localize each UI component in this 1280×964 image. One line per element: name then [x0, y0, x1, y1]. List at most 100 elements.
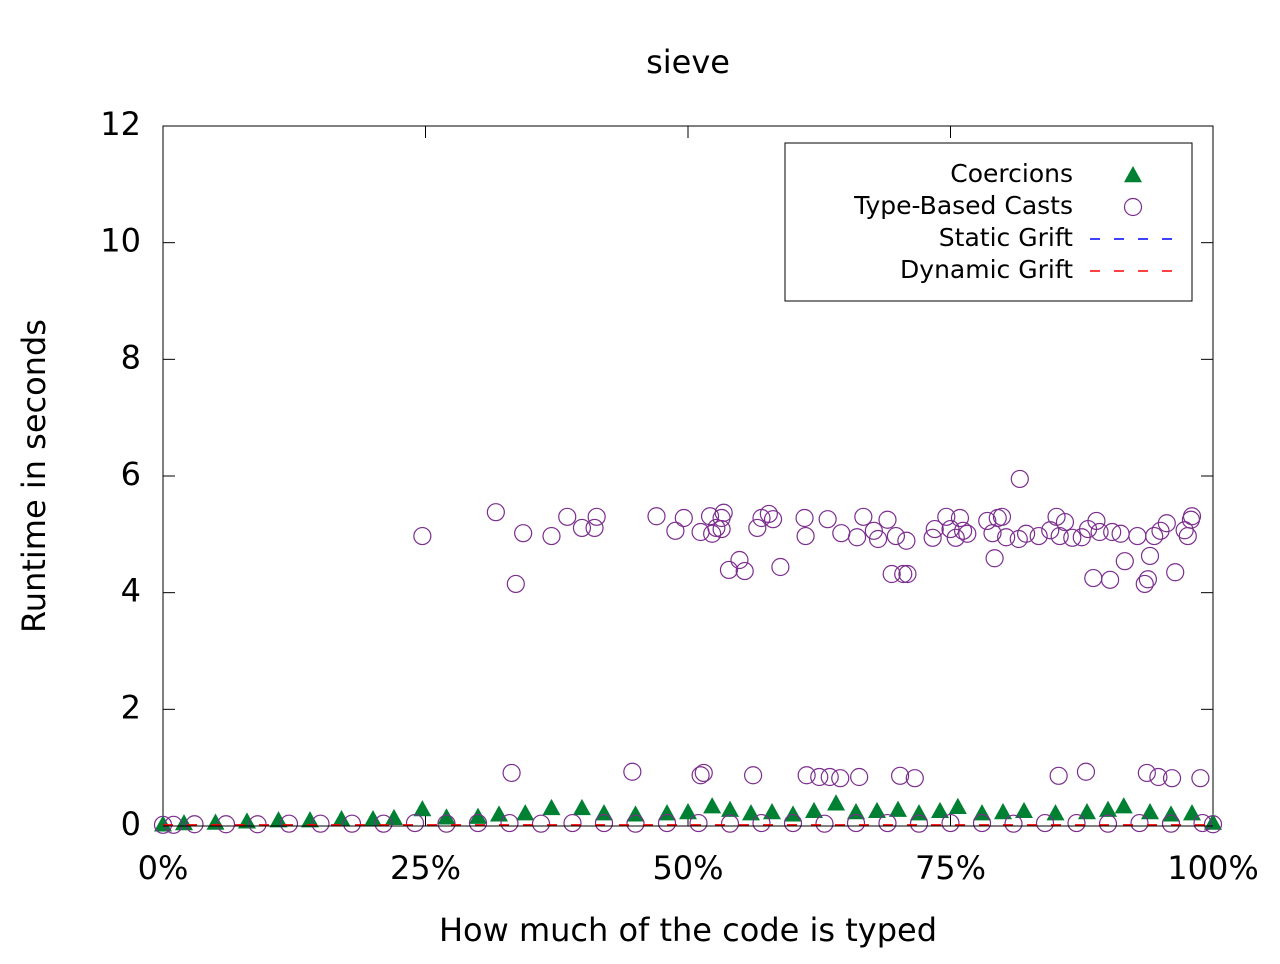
triangle-point — [385, 808, 403, 826]
circle-point — [1191, 769, 1210, 788]
y-tick-label: 4 — [121, 572, 141, 610]
circle-point — [985, 549, 1004, 568]
circle-point — [878, 510, 897, 529]
triangle-point — [1078, 803, 1096, 820]
circle-point — [437, 814, 456, 833]
triangle-point — [847, 803, 865, 820]
triangle-point — [742, 804, 760, 821]
circle-point — [820, 767, 839, 787]
circle-point — [898, 564, 917, 584]
circle-point — [405, 813, 425, 833]
circle-point — [743, 766, 763, 785]
circle-point — [1166, 563, 1185, 582]
x-tick-label: 50% — [652, 849, 723, 887]
circle-point — [1135, 574, 1154, 594]
circle-point — [1149, 767, 1168, 787]
triangle-point — [889, 800, 907, 817]
triangle-point — [868, 801, 886, 819]
circle-point — [815, 814, 834, 833]
circle-point — [1016, 524, 1036, 543]
circle-point — [1055, 512, 1075, 532]
circle-point — [594, 813, 614, 833]
circle-point — [759, 504, 778, 524]
circle-point — [958, 524, 977, 543]
triangle-point — [542, 798, 561, 816]
circle-point — [783, 813, 803, 833]
circle-point — [897, 531, 916, 550]
circle-point — [925, 519, 944, 539]
triangle-point — [703, 797, 722, 814]
circle-point — [735, 561, 754, 581]
chart-title: sieve — [646, 43, 730, 81]
legend-box — [784, 142, 1193, 302]
circle-point — [748, 518, 767, 538]
circle-point — [542, 526, 561, 546]
circle-point — [878, 813, 897, 833]
circle-point — [763, 510, 783, 529]
circle-point — [623, 762, 642, 781]
circle-point — [1050, 526, 1069, 546]
circle-point — [1130, 813, 1149, 833]
circle-point — [468, 813, 488, 833]
circle-point — [1103, 522, 1122, 542]
circle-point — [941, 519, 960, 539]
circle-point — [486, 503, 505, 522]
triangle-point — [763, 803, 781, 820]
circle-point — [1010, 469, 1029, 489]
circle-point — [506, 574, 525, 594]
circle-point — [730, 550, 749, 570]
circle-point — [978, 511, 997, 531]
circle-point — [1161, 814, 1181, 833]
circle-point — [1076, 762, 1096, 781]
circle-point — [1100, 570, 1120, 589]
circle-point — [691, 766, 710, 785]
triangle-point — [721, 800, 739, 817]
circle-point — [752, 813, 771, 833]
x-tick-label: 25% — [390, 849, 461, 887]
circle-point — [890, 766, 910, 785]
circle-point — [832, 524, 851, 543]
circle-point — [941, 813, 960, 833]
circle-point — [972, 813, 992, 833]
circle-point — [846, 813, 866, 833]
circle-point — [657, 813, 677, 833]
circle-point — [700, 507, 720, 526]
circle-point — [905, 769, 924, 788]
circle-point — [909, 814, 929, 833]
legend-label: Type-Based Casts — [853, 191, 1073, 220]
circle-point — [1145, 526, 1164, 546]
circle-point — [500, 813, 519, 833]
circle-point — [626, 814, 645, 833]
triangle-point — [413, 800, 432, 817]
circle-point — [374, 814, 393, 833]
circle-point — [997, 528, 1016, 547]
circle-point — [279, 814, 299, 833]
legend-symbol — [1123, 197, 1143, 217]
circle-point — [953, 521, 973, 540]
triangle-point — [301, 811, 319, 828]
circle-point — [923, 528, 942, 547]
circle-point — [992, 507, 1012, 526]
triangle-point — [490, 805, 508, 822]
circle-point — [413, 526, 432, 546]
x-tick-label: 75% — [915, 849, 986, 887]
circle-point — [563, 813, 582, 833]
triangle-point — [948, 797, 967, 814]
x-tick-label: 0% — [138, 849, 189, 887]
legend-symbol — [1124, 166, 1142, 183]
circle-point — [1115, 552, 1134, 571]
triangle-point — [931, 801, 949, 819]
circle-point — [1029, 526, 1048, 546]
triangle-point — [1162, 805, 1180, 822]
triangle-point — [332, 810, 351, 827]
legend-label: Static Grift — [939, 223, 1073, 252]
circle-point — [1181, 510, 1201, 529]
triangle-point — [206, 813, 225, 830]
triangle-point — [1183, 804, 1201, 821]
circle-point — [1098, 814, 1118, 833]
circle-point — [850, 767, 869, 787]
circle-point — [647, 507, 666, 526]
triangle-point — [784, 805, 802, 822]
circle-point — [719, 560, 739, 580]
triangle-point — [994, 803, 1012, 820]
